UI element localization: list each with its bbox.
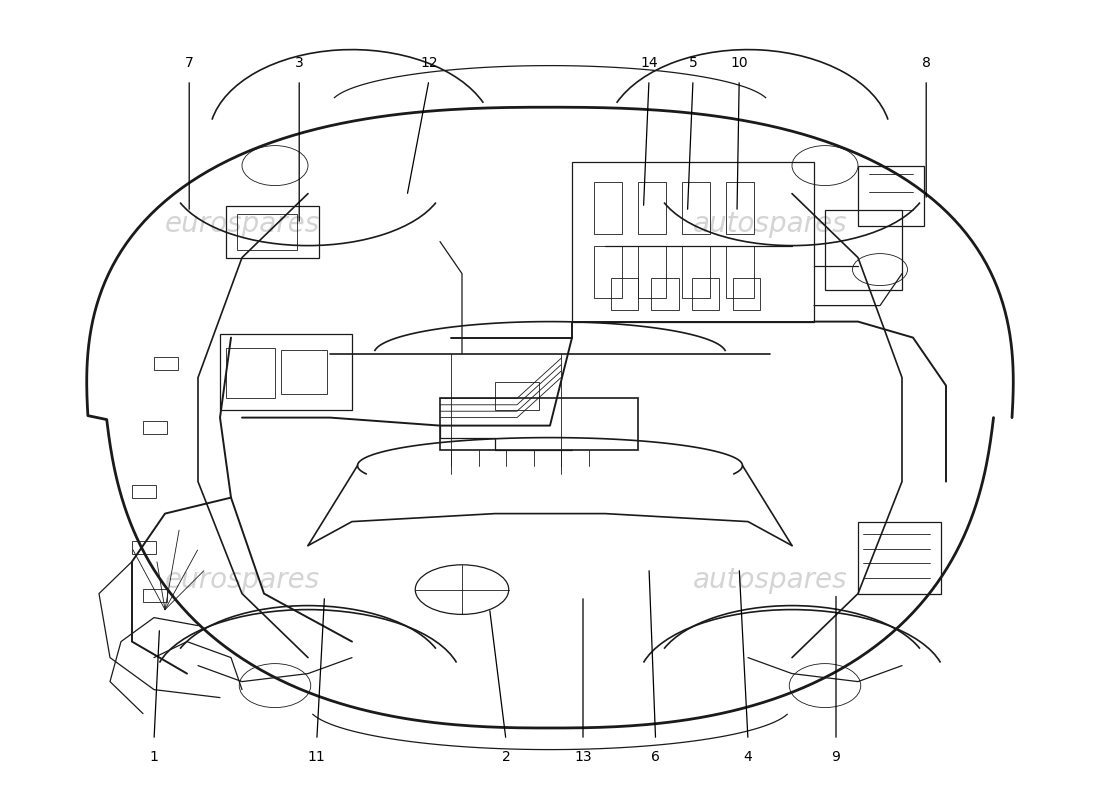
Text: 5: 5 (689, 56, 697, 70)
Bar (682, 182, 710, 234)
Bar (726, 182, 754, 234)
Bar (682, 246, 710, 298)
Text: 11: 11 (308, 750, 326, 763)
Text: autospares: autospares (693, 210, 847, 238)
Bar (726, 246, 754, 298)
Bar (610, 278, 638, 310)
Bar (154, 357, 178, 370)
Bar (220, 334, 352, 410)
Bar (226, 348, 275, 398)
Bar (858, 522, 940, 594)
Text: eurospares: eurospares (164, 210, 320, 238)
Bar (651, 278, 679, 310)
Text: 1: 1 (150, 750, 158, 763)
Text: 7: 7 (185, 56, 194, 70)
Text: 8: 8 (922, 56, 931, 70)
Text: 13: 13 (574, 750, 592, 763)
Text: 2: 2 (502, 750, 510, 763)
Bar (440, 398, 638, 450)
Bar (638, 182, 666, 234)
Bar (825, 210, 902, 290)
Bar (858, 166, 924, 226)
Text: 3: 3 (295, 56, 304, 70)
Bar (638, 246, 666, 298)
Text: 14: 14 (640, 56, 658, 70)
Bar (572, 162, 814, 322)
Bar (495, 382, 539, 410)
Bar (143, 589, 167, 602)
Text: 6: 6 (651, 750, 660, 763)
Bar (236, 214, 297, 250)
Text: autospares: autospares (693, 566, 847, 594)
Bar (132, 485, 156, 498)
Bar (226, 206, 319, 258)
Bar (143, 421, 167, 434)
Text: 12: 12 (420, 56, 438, 70)
Text: eurospares: eurospares (164, 566, 320, 594)
Text: 10: 10 (730, 56, 748, 70)
Text: 4: 4 (744, 750, 752, 763)
Bar (594, 182, 621, 234)
Bar (132, 541, 156, 554)
Bar (280, 350, 327, 394)
Bar (733, 278, 760, 310)
Bar (692, 278, 719, 310)
Bar (594, 246, 621, 298)
Text: 9: 9 (832, 750, 840, 763)
